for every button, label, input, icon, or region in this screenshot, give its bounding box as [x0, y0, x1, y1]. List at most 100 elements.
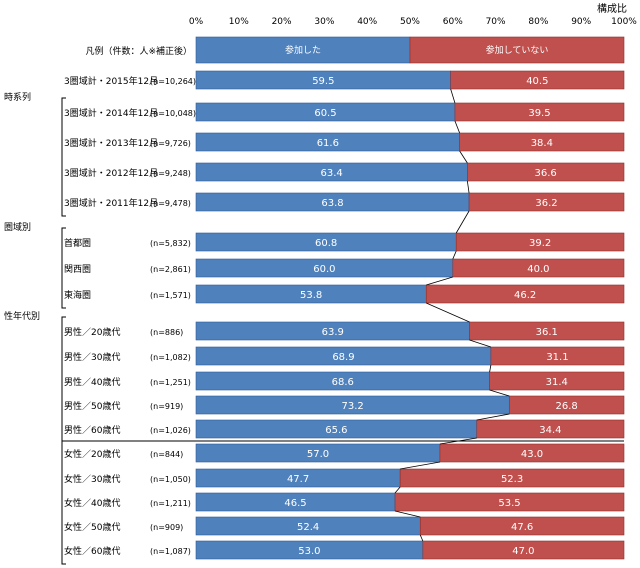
bar-segment-not-participated — [476, 419, 625, 439]
connector-line — [469, 339, 492, 348]
connector-line — [452, 250, 457, 260]
connector-line — [400, 461, 441, 470]
row-n-label: (n=919) — [150, 402, 183, 411]
bar-segment-not-participated — [425, 284, 625, 304]
connector-line — [426, 276, 453, 286]
x-tick-label: 60% — [443, 17, 463, 27]
row-label: 東海圏 — [64, 289, 91, 301]
data-label: 38.4 — [531, 138, 553, 149]
row-label: 3圏域計・2013年12月 — [64, 137, 158, 149]
data-label: 40.5 — [526, 76, 548, 87]
data-label: 59.5 — [312, 76, 334, 87]
bar-segment-not-participated — [439, 443, 625, 463]
connector-line — [489, 389, 510, 397]
x-axis-ticks: 0% 10% 20% 30% 40% 50% 60% 70% 80% 90% 100% — [189, 17, 637, 27]
bar-segment-not-participated — [419, 516, 625, 536]
row-label: 女性／40歳代 — [64, 497, 120, 509]
x-tick-label: 0% — [189, 17, 204, 27]
connector-line — [419, 534, 424, 542]
data-label: 65.6 — [325, 425, 347, 436]
row-n-label: (n=1,026) — [150, 426, 191, 435]
x-tick-label: 30% — [314, 17, 334, 27]
data-label: 61.6 — [317, 138, 339, 149]
data-label: 46.5 — [284, 498, 306, 509]
row-label: 女性／20歳代 — [64, 448, 120, 460]
row-label: 3圏域計・2011年12月 — [64, 197, 158, 209]
data-label: 68.9 — [332, 352, 354, 363]
bar-segment-not-participated — [422, 540, 625, 560]
row-label: 女性／50歳代 — [64, 521, 120, 533]
connector-line — [450, 88, 456, 104]
bar-segment-not-participated — [454, 102, 625, 122]
row-n-label: (n=1,251) — [150, 378, 191, 387]
bar-segment-not-participated — [490, 346, 625, 366]
row-label: 男性／30歳代 — [64, 351, 120, 363]
data-label: 57.0 — [307, 449, 329, 460]
group-bracket — [61, 97, 66, 217]
bar-rows: 59.5 40.5 3圏域計・2015年12月(n=10,264) 60.5 39.5 3… — [64, 70, 625, 560]
data-label: 60.5 — [314, 108, 336, 119]
bar-segment-not-participated — [489, 371, 625, 391]
data-label: 46.2 — [514, 290, 536, 301]
bar-segment-not-participated — [469, 321, 625, 341]
connector-line — [454, 120, 461, 134]
chart-title: 構成比 — [597, 2, 627, 15]
data-label: 26.8 — [556, 401, 578, 412]
row-n-label: (n=9,478) — [150, 199, 191, 208]
data-label: 47.6 — [511, 522, 533, 533]
row-label: 3圏域計・2012年12月 — [64, 167, 158, 179]
bar-segment-not-participated — [455, 232, 625, 252]
row-label: 女性／60歳代 — [64, 545, 120, 557]
row-n-label: (n=9,726) — [150, 139, 191, 148]
bar-segment-not-participated — [394, 492, 625, 512]
connector-line — [455, 210, 470, 234]
bar-segment-not-participated — [399, 468, 625, 488]
data-label: 39.5 — [528, 108, 550, 119]
connector-line — [459, 150, 468, 164]
row-n-label: (n=886) — [150, 328, 183, 337]
group-bracket — [61, 227, 66, 309]
row-label: 3圏域計・2014年12月 — [64, 107, 158, 119]
data-label: 43.0 — [521, 449, 543, 460]
x-tick-label: 20% — [272, 17, 292, 27]
data-label: 63.4 — [321, 168, 343, 179]
data-label: 53.8 — [300, 290, 322, 301]
row-n-label: (n=1,082) — [150, 353, 191, 362]
row-label: 男性／60歳代 — [64, 424, 120, 436]
connector-line — [466, 180, 470, 194]
data-label: 31.1 — [546, 352, 568, 363]
legend-series-label: 参加していない — [486, 44, 549, 56]
data-label: 36.2 — [535, 198, 557, 209]
row-label: 首都圏 — [64, 237, 91, 249]
x-tick-label: 40% — [357, 17, 377, 27]
x-tick-label: 70% — [486, 17, 506, 27]
bar-segment-not-participated — [452, 258, 625, 278]
data-label: 40.0 — [527, 264, 549, 275]
bar-segment-not-participated — [459, 132, 625, 152]
data-label: 60.0 — [313, 264, 335, 275]
legend-series-label: 参加した — [285, 44, 321, 56]
legend-row-label: 凡例（件数：人※補正後） — [85, 45, 192, 57]
legend-swatch-participated — [195, 36, 411, 64]
x-tick-label: 50% — [400, 17, 420, 27]
data-label: 34.4 — [539, 425, 561, 436]
row-label: 男性／40歳代 — [64, 376, 120, 388]
connector-line — [394, 510, 421, 518]
row-label: 3圏域計・2015年12月 — [64, 75, 158, 87]
row-n-label: (n=1,571) — [150, 291, 191, 300]
data-label: 36.1 — [536, 327, 558, 338]
data-label: 52.4 — [297, 522, 319, 533]
row-label: 男性／20歳代 — [64, 326, 120, 338]
data-label: 63.9 — [322, 327, 344, 338]
x-tick-label: 80% — [528, 17, 548, 27]
row-n-label: (n=10,264) — [150, 77, 196, 86]
data-label: 68.6 — [332, 377, 354, 388]
row-n-label: (n=10,048) — [150, 109, 196, 118]
data-label: 52.3 — [501, 474, 523, 485]
row-n-label: (n=9,248) — [150, 169, 191, 178]
data-label: 47.0 — [512, 546, 534, 557]
bar-segment-not-participated — [468, 192, 625, 212]
x-tick-label: 90% — [571, 17, 591, 27]
connector-line — [426, 302, 470, 323]
